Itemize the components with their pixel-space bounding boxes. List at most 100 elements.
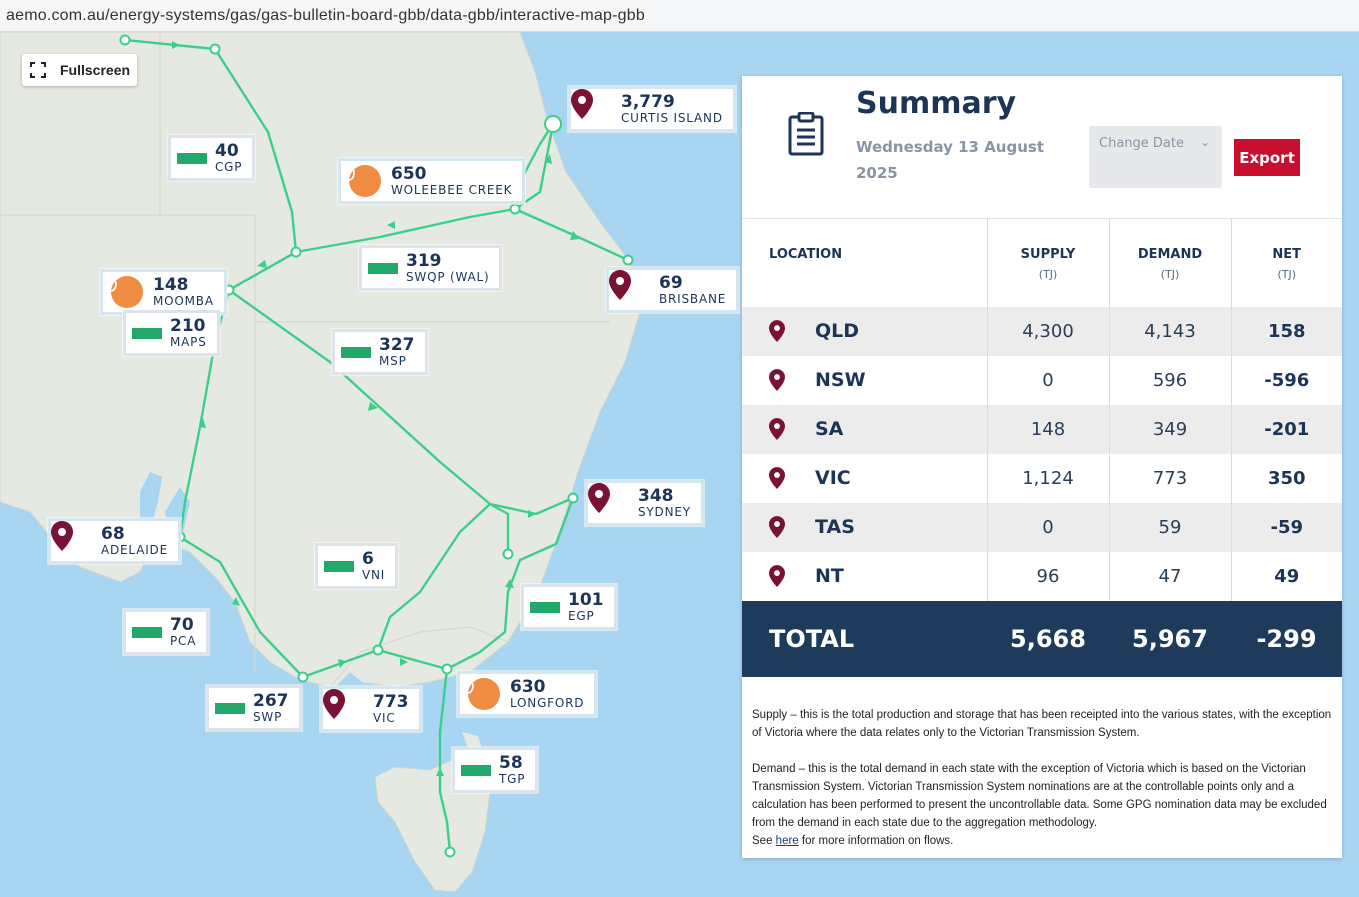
location-pin-icon	[51, 521, 95, 561]
pipeline-label: PCA	[170, 634, 197, 648]
flow-bar	[341, 346, 371, 358]
net-cell: 49	[1230, 551, 1342, 601]
location-tag-sydney[interactable]: 348 SYDNEY	[585, 480, 704, 526]
net-cell: 158	[1230, 306, 1342, 356]
flow-arrows	[172, 41, 580, 776]
demand-cell: 596	[1108, 355, 1231, 405]
location-pin-icon	[769, 369, 785, 392]
location-label: MOOMBA	[153, 294, 214, 308]
clipboard-icon	[788, 112, 824, 156]
fullscreen-label: Fullscreen	[60, 62, 131, 78]
net-cell: -59	[1230, 502, 1342, 552]
summary-table: LOCATION SUPPLY (TJ) DEMAND (TJ) NET (TJ) Q…	[742, 218, 1342, 677]
flow-bar	[132, 626, 162, 638]
location-pin-icon	[769, 467, 785, 490]
location-label: ADELAIDE	[101, 543, 168, 557]
location-pin-icon	[769, 418, 785, 441]
pipeline-label: EGP	[568, 609, 595, 623]
pipeline-tag-swp[interactable]: 267 SWP	[206, 685, 302, 731]
flow-bar	[324, 560, 354, 572]
location-pin-icon	[571, 89, 615, 129]
export-button[interactable]: Export	[1234, 139, 1300, 176]
location-tag-vic[interactable]: 773 VIC	[320, 686, 422, 732]
pipeline-value: 210	[170, 316, 206, 336]
supply-cell: 148	[986, 404, 1109, 454]
more-info-link[interactable]: here	[775, 835, 799, 847]
state-cell: TAS	[742, 502, 987, 552]
table-row[interactable]: QLD 4,300 4,143 158	[742, 306, 1342, 356]
summary-date: Wednesday 13 August 2025	[856, 138, 1044, 182]
fullscreen-button[interactable]: Fullscreen	[22, 54, 137, 86]
pipeline-tag-cgp[interactable]: 40 CGP	[168, 135, 256, 181]
location-tag-adelaide[interactable]: 68 ADELAIDE	[48, 518, 181, 564]
pipeline-label: VNI	[362, 568, 386, 582]
pipeline-tag-egp[interactable]: 101 EGP	[521, 584, 617, 630]
pipeline-label: SWP	[253, 710, 283, 724]
location-value: 773	[373, 692, 409, 712]
pipeline-tag-vni[interactable]: 6 VNI	[315, 543, 399, 589]
flow-bar	[215, 702, 245, 714]
location-value: 348	[638, 486, 674, 506]
supply-cell: 0	[986, 502, 1109, 552]
gas-map[interactable]: Fullscreen 3,779 CURTIS ISLAND 650 WOLEEBE…	[0, 32, 1359, 897]
state-borders	[0, 32, 610, 688]
pipeline-value: 267	[253, 691, 289, 711]
demand-cell: 4,143	[1108, 306, 1231, 356]
location-label: LONGFORD	[510, 696, 585, 710]
location-pin-icon	[769, 565, 785, 588]
location-tag-longford[interactable]: 630 LONGFORD	[457, 671, 598, 717]
fullscreen-icon	[30, 62, 46, 78]
location-value: 69	[659, 273, 683, 293]
pipeline-label: SWQP (WAL)	[406, 270, 490, 284]
location-value: 3,779	[621, 92, 675, 112]
state-cell: VIC	[742, 454, 987, 503]
state-cell: SA	[742, 404, 987, 454]
state-cell: QLD	[742, 306, 987, 356]
table-row[interactable]: TAS 0 59 -59	[742, 502, 1342, 552]
flow-bar	[530, 601, 560, 613]
state-cell: NT	[742, 552, 987, 601]
table-row[interactable]: VIC 1,124 773 350	[742, 453, 1342, 503]
supply-cell: 0	[986, 355, 1109, 405]
total-demand: 5,967	[1109, 600, 1231, 677]
flow-bar	[177, 152, 207, 164]
change-date-dropdown[interactable]: Change Date ⌄	[1089, 126, 1222, 188]
address-bar[interactable]: aemo.com.au/energy-systems/gas/gas-bulle…	[0, 0, 1359, 32]
location-pin-icon	[588, 483, 632, 523]
table-row[interactable]: NSW 0 596 -596	[742, 355, 1342, 405]
demand-note: Demand – this is the total demand in eac…	[752, 763, 1327, 829]
location-tag-brisbane[interactable]: 69 BRISBANE	[606, 267, 740, 313]
pipeline-tag-maps[interactable]: 210 MAPS	[123, 310, 220, 356]
pipeline-tag-msp[interactable]: 327 MSP	[332, 329, 428, 375]
demand-cell: 59	[1108, 502, 1231, 552]
total-net: -299	[1231, 600, 1342, 677]
supply-cell: 96	[986, 551, 1109, 601]
see-more-note: See here for more information on flows.	[752, 835, 954, 847]
location-label: SYDNEY	[638, 505, 691, 519]
location-value: 148	[153, 275, 189, 295]
column-header-demand: DEMAND (TJ)	[1108, 218, 1231, 307]
location-pin-icon	[769, 320, 785, 343]
pipeline-tag-pca[interactable]: 70 PCA	[123, 609, 210, 655]
location-tag-curtis-island[interactable]: 3,779 CURTIS ISLAND	[568, 86, 736, 132]
total-label: TOTAL	[742, 600, 987, 677]
pipeline-tag-tgp[interactable]: 58 TGP	[452, 747, 539, 793]
location-tag-woleebee-creek[interactable]: 650 WOLEEBEE CREEK	[338, 158, 526, 204]
location-pin-icon	[609, 270, 653, 310]
table-row[interactable]: SA 148 349 -201	[742, 404, 1342, 454]
pipeline-label: CGP	[215, 160, 243, 174]
demand-cell: 773	[1108, 453, 1231, 503]
pipeline-value: 6	[362, 549, 374, 569]
pipeline-label: MSP	[379, 354, 407, 368]
pipeline-value: 58	[499, 753, 523, 773]
column-header-net: NET (TJ)	[1230, 218, 1342, 307]
location-tag-moomba[interactable]: 148 MOOMBA	[100, 269, 227, 315]
url-text: aemo.com.au/energy-systems/gas/gas-bulle…	[6, 7, 645, 24]
table-row[interactable]: NT 96 47 49	[742, 551, 1342, 601]
pipeline-value: 70	[170, 615, 194, 635]
total-row: TOTAL 5,668 5,967 -299	[742, 600, 1342, 677]
column-header-supply: SUPPLY (TJ)	[986, 218, 1109, 307]
net-cell: -596	[1230, 355, 1342, 405]
location-pin-icon	[769, 516, 785, 539]
pipeline-tag-swqp[interactable]: 319 SWQP (WAL)	[359, 245, 503, 291]
